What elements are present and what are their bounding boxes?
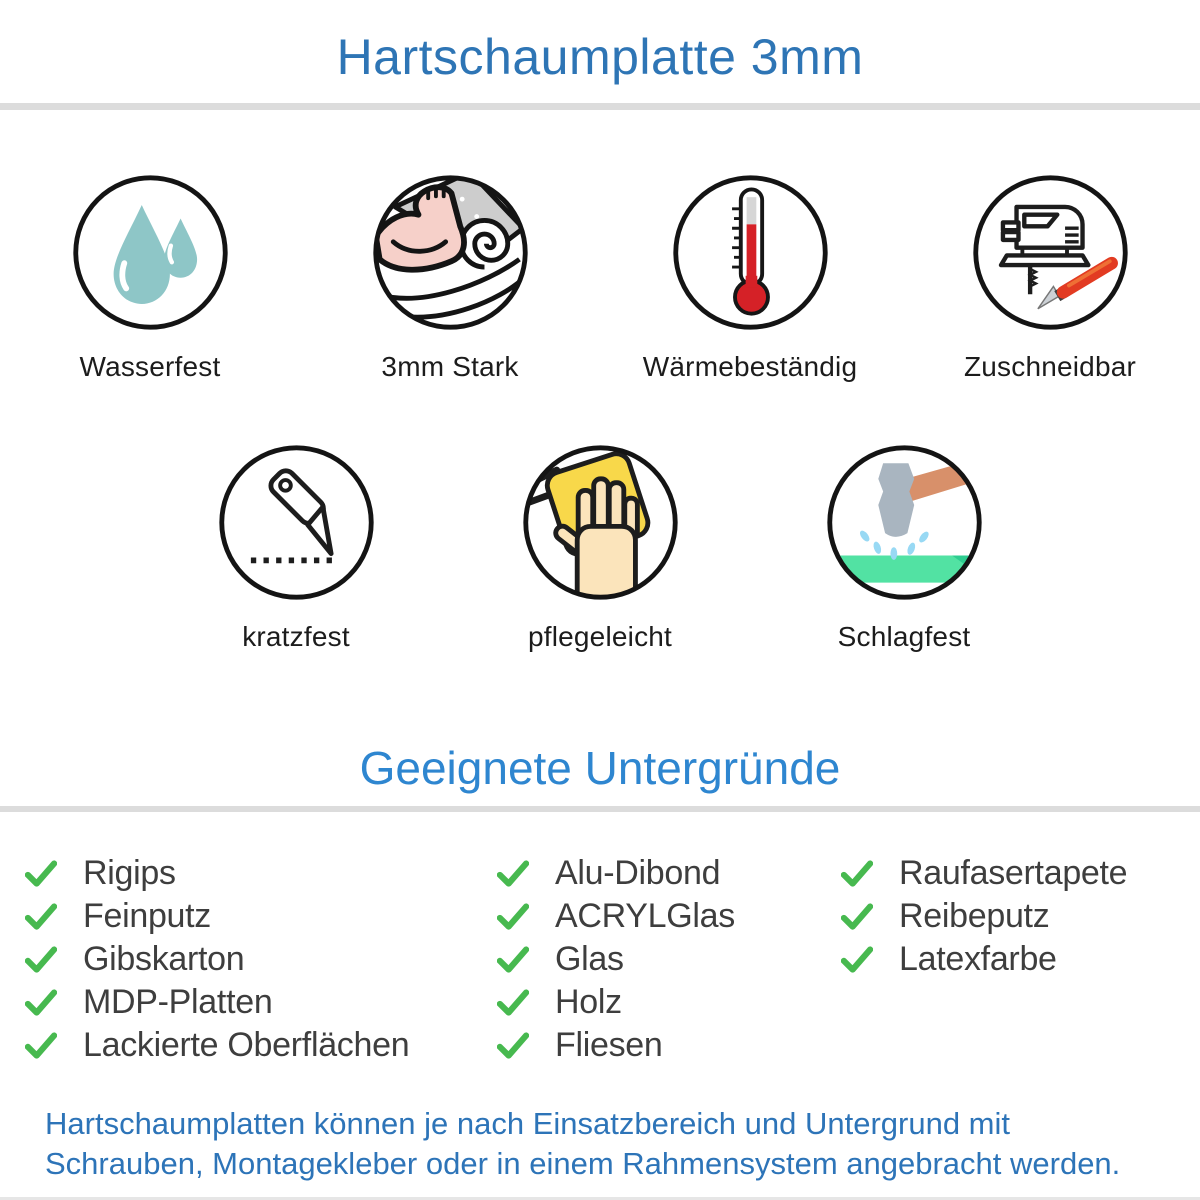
section-title: Geeignete Untergründe bbox=[359, 742, 841, 794]
substrate-label: Glas bbox=[555, 940, 624, 978]
thermometer-icon bbox=[668, 170, 833, 335]
substrate-label: Gibskarton bbox=[83, 940, 245, 978]
list-item: ACRYLGlas bbox=[497, 895, 841, 938]
jigsaw-knife-icon bbox=[968, 170, 1133, 335]
utility-knife-icon bbox=[214, 440, 379, 605]
substrate-label: Alu-Dibond bbox=[555, 854, 721, 892]
substrate-label: ACRYLGlas bbox=[555, 897, 735, 935]
list-item: Fliesen bbox=[497, 1024, 841, 1067]
check-icon bbox=[497, 1031, 529, 1059]
substrate-column-1: Rigips Feinputz Gibskarton MDP-Platten L… bbox=[25, 852, 497, 1067]
check-icon bbox=[25, 988, 57, 1016]
list-item: Lackierte Oberflächen bbox=[25, 1024, 497, 1067]
feature-zuschneidbar: Zuschneidbar bbox=[900, 170, 1200, 383]
substrate-label: Fliesen bbox=[555, 1026, 663, 1064]
hammer-impact-icon bbox=[822, 440, 987, 605]
feature-label: kratzfest bbox=[242, 621, 350, 652]
feature-label: 3mm Stark bbox=[381, 351, 519, 382]
feature-pflegeleicht: pflegeleicht bbox=[448, 440, 752, 653]
substrate-label: Holz bbox=[555, 983, 622, 1021]
feature-label: Schlagfest bbox=[837, 621, 971, 652]
list-item: Alu-Dibond bbox=[497, 852, 841, 895]
list-item: Feinputz bbox=[25, 895, 497, 938]
list-item: MDP-Platten bbox=[25, 981, 497, 1024]
feature-row-2: kratzfest bbox=[144, 440, 1056, 653]
cleaning-hand-icon bbox=[518, 440, 683, 605]
substrate-lists: Rigips Feinputz Gibskarton MDP-Platten L… bbox=[25, 852, 1200, 1067]
footer-line-1: Hartschaumplatten können je nach Einsatz… bbox=[45, 1106, 1010, 1141]
substrate-label: Rigips bbox=[83, 854, 176, 892]
check-icon bbox=[25, 945, 57, 973]
feature-kratzfest: kratzfest bbox=[144, 440, 448, 653]
divider-middle bbox=[0, 806, 1200, 812]
list-item: Reibeputz bbox=[841, 895, 1200, 938]
feature-label: Wärmebeständig bbox=[642, 351, 858, 382]
feature-label: Zuschneidbar bbox=[963, 351, 1137, 382]
check-icon bbox=[497, 945, 529, 973]
substrate-column-2: Alu-Dibond ACRYLGlas Glas Holz Fliesen bbox=[497, 852, 841, 1067]
substrate-label: Latexfarbe bbox=[899, 940, 1057, 978]
check-icon bbox=[841, 859, 873, 887]
feature-wasserfest: Wasserfest bbox=[0, 170, 300, 383]
feature-label: pflegeleicht bbox=[527, 621, 673, 652]
water-drops-icon bbox=[68, 170, 233, 335]
substrate-label: Lackierte Oberflächen bbox=[83, 1026, 410, 1064]
check-icon bbox=[497, 988, 529, 1016]
check-icon bbox=[841, 902, 873, 930]
substrate-column-3: Raufasertapete Reibeputz Latexfarbe bbox=[841, 852, 1200, 1067]
check-icon bbox=[25, 859, 57, 887]
feature-row-1: Wasserfest bbox=[0, 170, 1200, 383]
footer-line-2: Schrauben, Montagekleber oder in einem R… bbox=[45, 1146, 1121, 1181]
feature-waermebestaendig: Wärmebeständig bbox=[600, 170, 900, 383]
list-item: Glas bbox=[497, 938, 841, 981]
check-icon bbox=[497, 902, 529, 930]
list-item: Rigips bbox=[25, 852, 497, 895]
check-icon bbox=[25, 902, 57, 930]
flexed-arm-roll-icon bbox=[368, 170, 533, 335]
list-item: Gibskarton bbox=[25, 938, 497, 981]
feature-label: Wasserfest bbox=[79, 351, 221, 382]
divider-bottom bbox=[0, 1197, 1200, 1200]
substrate-label: Raufasertapete bbox=[899, 854, 1128, 892]
list-item: Latexfarbe bbox=[841, 938, 1200, 981]
substrate-label: Reibeputz bbox=[899, 897, 1050, 935]
check-icon bbox=[841, 945, 873, 973]
check-icon bbox=[497, 859, 529, 887]
feature-schlagfest: Schlagfest bbox=[752, 440, 1056, 653]
check-icon bbox=[25, 1031, 57, 1059]
footer-note: Hartschaumplatten können je nach Einsatz… bbox=[45, 1104, 1170, 1184]
substrate-label: MDP-Platten bbox=[83, 983, 273, 1021]
divider-top bbox=[0, 103, 1200, 110]
feature-3mm-stark: 3mm Stark bbox=[300, 170, 600, 383]
list-item: Holz bbox=[497, 981, 841, 1024]
list-item: Raufasertapete bbox=[841, 852, 1200, 895]
substrate-label: Feinputz bbox=[83, 897, 212, 935]
page-title: Hartschaumplatte 3mm bbox=[336, 29, 864, 85]
